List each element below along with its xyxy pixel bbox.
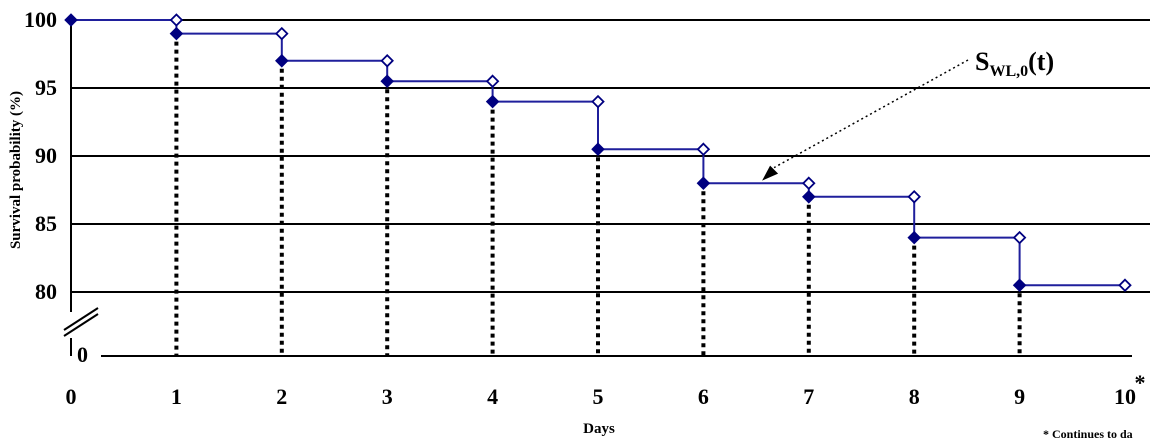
y-tick-label: 95 [35, 75, 57, 100]
y-tick-label: 80 [35, 279, 57, 304]
marker-open [803, 178, 814, 189]
annotation-leader [774, 60, 968, 168]
marker-filled [593, 144, 604, 155]
annotation-arrowhead [762, 166, 778, 181]
x-tick-label: 2 [276, 384, 287, 409]
marker-open [593, 96, 604, 107]
x-tick-label: 4 [487, 384, 498, 409]
x-tick-label: 7 [803, 384, 814, 409]
x-tick-label: 3 [382, 384, 393, 409]
y-tick-label: 90 [35, 143, 57, 168]
marker-open [276, 28, 287, 39]
x-tick-label: 0 [66, 384, 77, 409]
marker-open [487, 76, 498, 87]
axes [64, 20, 1132, 356]
marker-open [171, 15, 182, 26]
marker-filled [276, 55, 287, 66]
y-tick-break-label: 0 [77, 342, 88, 367]
marker-filled [803, 191, 814, 202]
marker-filled [1014, 280, 1025, 291]
drop-lines [176, 34, 1019, 356]
series-layer [66, 15, 1131, 291]
marker-filled [487, 96, 498, 107]
marker-filled [698, 178, 709, 189]
annotation: SWL,0(t) [762, 47, 1054, 181]
x-tick-label: 1 [171, 384, 182, 409]
marker-open [909, 191, 920, 202]
y-tick-label: 85 [35, 211, 57, 236]
x-tick-label: 6 [698, 384, 709, 409]
annotation-label: SWL,0(t) [975, 47, 1054, 80]
x-axis-title: Days [583, 421, 615, 437]
marker-open [382, 55, 393, 66]
marker-filled [171, 28, 182, 39]
marker-filled [382, 76, 393, 87]
x-tick-label: 8 [909, 384, 920, 409]
x-tick-label: 5 [593, 384, 604, 409]
marker-filled [66, 15, 77, 26]
marker-open [1014, 232, 1025, 243]
x-tick-label: 10 [1114, 384, 1136, 409]
footnote: * Continues to da [1043, 427, 1133, 441]
marker-filled [909, 232, 920, 243]
x-tick-label: 9 [1014, 384, 1025, 409]
marker-open [698, 144, 709, 155]
marker-open [1120, 280, 1131, 291]
axis-break-mark [64, 314, 98, 336]
y-axis-title: Survival probability (%) [8, 91, 24, 249]
x-tick-asterisk: * [1135, 370, 1146, 395]
axis-break-mark [64, 308, 98, 330]
y-tick-label: 100 [24, 7, 57, 32]
